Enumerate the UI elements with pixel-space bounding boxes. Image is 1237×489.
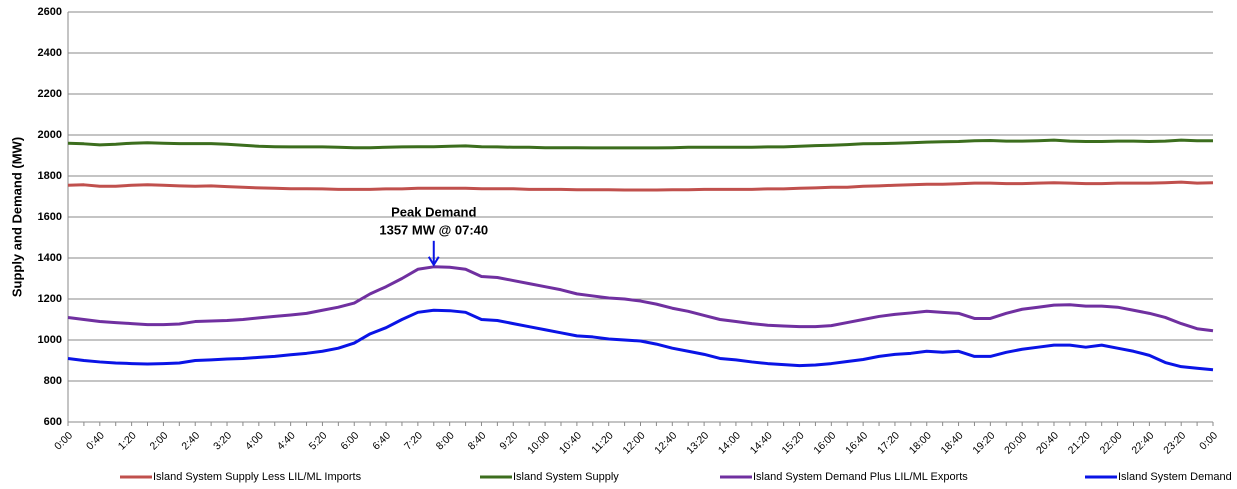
x-tick-label: 2:00 — [148, 429, 171, 452]
x-tick-label: 18:00 — [907, 429, 934, 456]
y-tick-label: 1400 — [38, 252, 62, 264]
x-tick-label: 10:40 — [557, 429, 584, 456]
annotation: Peak Demand — [391, 204, 476, 219]
x-tick-label: 17:20 — [875, 429, 902, 456]
legend-label: Island System Demand Plus LIL/ML Exports — [753, 471, 968, 483]
series-line — [67, 180, 1214, 192]
y-tick-label: 1600 — [38, 211, 62, 223]
series-line — [67, 308, 1214, 372]
legend-label: Island System Supply Less LIL/ML Imports — [153, 471, 362, 483]
y-tick-label: 2000 — [38, 129, 62, 141]
x-tick-label: 6:40 — [370, 429, 393, 452]
annotation: 1357 MW @ 07:40 — [379, 222, 488, 237]
x-tick-label: 14:40 — [748, 429, 775, 456]
x-tick-label: 2:40 — [179, 429, 202, 452]
x-tick-label: 6:00 — [338, 429, 361, 452]
x-tick-label: 5:20 — [307, 429, 330, 452]
x-tick-label: 13:20 — [684, 429, 711, 456]
x-tick-label: 9:20 — [497, 429, 520, 452]
y-tick-label: 1800 — [38, 170, 62, 182]
x-tick-label: 12:40 — [652, 429, 679, 456]
y-axis-title: Supply and Demand (MW) — [9, 137, 24, 297]
annotation-arrowhead — [427, 256, 440, 267]
x-tick-label: 23:20 — [1161, 429, 1188, 456]
legend-label: Island System Demand — [1118, 471, 1232, 483]
y-tick-label: 2200 — [38, 88, 62, 100]
x-tick-label: 3:20 — [211, 429, 234, 452]
x-tick-label: 4:40 — [275, 429, 298, 452]
x-tick-label: 21:20 — [1066, 429, 1093, 456]
y-tick-label: 800 — [44, 375, 62, 387]
series-line — [67, 138, 1213, 150]
x-tick-label: 20:00 — [1002, 429, 1029, 456]
x-tick-label: 7:20 — [402, 429, 425, 452]
x-tick-label: 22:00 — [1098, 429, 1125, 456]
x-tick-label: 0:00 — [52, 429, 75, 452]
x-tick-label: 18:40 — [939, 429, 966, 456]
series-line — [67, 265, 1214, 333]
y-tick-label: 2600 — [38, 6, 62, 18]
y-tick-label: 1000 — [38, 334, 62, 346]
x-tick-label: 16:00 — [811, 429, 838, 456]
x-tick-label: 0:00 — [1197, 429, 1220, 452]
x-tick-label: 15:20 — [780, 429, 807, 456]
x-tick-label: 11:20 — [589, 429, 616, 456]
x-tick-label: 20:40 — [1034, 429, 1061, 456]
x-tick-label: 16:40 — [843, 429, 870, 456]
x-tick-label: 19:20 — [970, 429, 997, 456]
x-tick-label: 12:00 — [621, 429, 648, 456]
y-tick-label: 600 — [44, 416, 62, 428]
x-tick-label: 10:00 — [525, 429, 552, 456]
y-tick-label: 1200 — [38, 293, 62, 305]
x-tick-label: 22:40 — [1129, 429, 1156, 456]
y-tick-label: 2400 — [38, 47, 62, 59]
x-tick-label: 8:00 — [434, 429, 457, 452]
x-tick-label: 4:00 — [243, 429, 266, 452]
x-tick-label: 1:20 — [116, 429, 139, 452]
x-tick-label: 14:00 — [716, 429, 743, 456]
x-tick-label: 8:40 — [466, 429, 489, 452]
x-tick-label: 0:40 — [84, 429, 107, 452]
legend-label: Island System Supply — [513, 471, 619, 483]
